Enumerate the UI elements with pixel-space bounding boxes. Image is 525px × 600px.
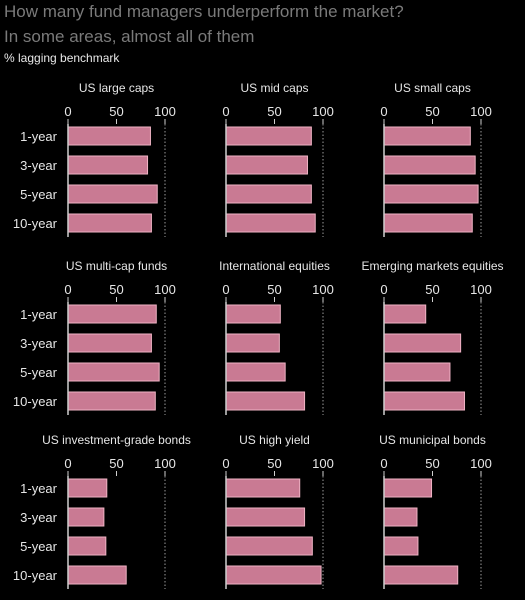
bar [67, 391, 156, 411]
category-label: 5-year [20, 187, 58, 202]
category-label: 5-year [20, 539, 58, 554]
chart-title: How many fund managers underperform the … [4, 2, 404, 21]
x-tick-label: 100 [154, 456, 176, 471]
x-tick-label: 100 [312, 282, 334, 297]
x-tick-label: 50 [425, 456, 439, 471]
panel-title: US large caps [79, 81, 154, 95]
x-tick-label: 0 [64, 456, 71, 471]
bar [67, 213, 152, 233]
x-tick-label: 50 [109, 282, 123, 297]
category-label: 1-year [20, 307, 58, 322]
x-tick-label: 0 [222, 456, 229, 471]
bar [225, 213, 316, 233]
bar [67, 507, 105, 527]
category-label: 10-year [13, 216, 58, 231]
bar [67, 536, 107, 556]
x-tick-label: 0 [380, 104, 387, 119]
category-label: 5-year [20, 365, 58, 380]
panel-title: US municipal bonds [379, 433, 486, 447]
bar [67, 478, 108, 498]
bar [67, 184, 158, 204]
x-tick-label: 0 [380, 456, 387, 471]
bar [67, 126, 151, 146]
bar [225, 478, 301, 498]
bar [383, 213, 473, 233]
bar [225, 304, 281, 324]
bar [225, 184, 312, 204]
category-label: 1-year [20, 129, 58, 144]
bar [225, 126, 312, 146]
bar [225, 362, 286, 382]
bar [225, 391, 306, 411]
x-tick-label: 100 [154, 282, 176, 297]
x-tick-label: 100 [470, 104, 492, 119]
bar [383, 507, 418, 527]
bar [383, 304, 427, 324]
bar [383, 155, 476, 175]
x-tick-label: 50 [267, 104, 281, 119]
bar [225, 333, 280, 353]
unit-label: % lagging benchmark [4, 51, 120, 65]
x-tick-label: 50 [425, 282, 439, 297]
panel-title: US mid caps [240, 81, 308, 95]
bar [383, 126, 471, 146]
x-tick-label: 50 [267, 282, 281, 297]
category-label: 10-year [13, 568, 58, 583]
x-tick-label: 50 [109, 456, 123, 471]
bar [225, 507, 306, 527]
bar [225, 155, 308, 175]
x-tick-label: 0 [380, 282, 387, 297]
bar [225, 536, 313, 556]
category-label: 3-year [20, 158, 58, 173]
bar [383, 184, 479, 204]
x-tick-label: 100 [312, 104, 334, 119]
category-label: 1-year [20, 481, 58, 496]
x-tick-label: 0 [222, 282, 229, 297]
panel-title: US investment-grade bonds [42, 433, 191, 447]
x-tick-label: 100 [470, 456, 492, 471]
bar [67, 304, 157, 324]
category-label: 10-year [13, 394, 58, 409]
panel-title: US high yield [239, 433, 310, 447]
bar [67, 333, 152, 353]
category-label: 3-year [20, 510, 58, 525]
x-tick-label: 50 [267, 456, 281, 471]
category-label: 3-year [20, 336, 58, 351]
bar [383, 536, 419, 556]
bar [67, 565, 127, 585]
bar [67, 155, 149, 175]
x-tick-label: 100 [154, 104, 176, 119]
panel-title: US small caps [394, 81, 471, 95]
bar [383, 391, 466, 411]
bar [67, 362, 160, 382]
x-tick-label: 0 [64, 282, 71, 297]
bar [383, 333, 462, 353]
x-tick-label: 0 [222, 104, 229, 119]
x-tick-label: 100 [470, 282, 492, 297]
bar [383, 565, 459, 585]
x-tick-label: 50 [109, 104, 123, 119]
bar [383, 478, 433, 498]
x-tick-label: 100 [312, 456, 334, 471]
bar [383, 362, 451, 382]
panel-title: International equities [219, 259, 330, 273]
panel-title: US multi-cap funds [66, 259, 167, 273]
x-tick-label: 0 [64, 104, 71, 119]
chart-subtitle: In some areas, almost all of them [4, 27, 255, 46]
x-tick-label: 50 [425, 104, 439, 119]
bar [225, 565, 322, 585]
panel-title: Emerging markets equities [361, 259, 503, 273]
